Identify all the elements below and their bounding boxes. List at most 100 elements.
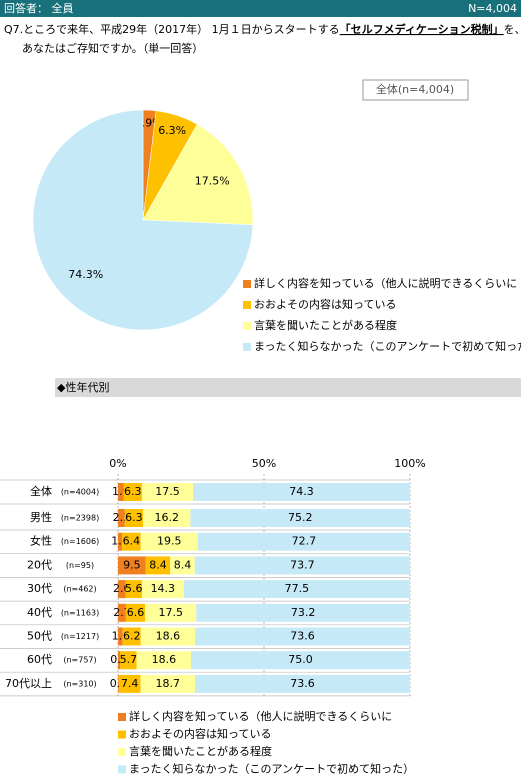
x-tick-label: 0% [109,457,126,470]
bar-value-label: 6.2 [123,630,141,643]
legend-label: 言葉を聞いたことがある程度 [254,318,397,332]
bar-segment [118,580,126,599]
bar-value-label: 73.6 [290,677,315,690]
header-bar [0,0,521,17]
bar-value-label: 6.4 [123,535,141,548]
pie-label: 全体(n=4,004) [376,82,454,96]
bar-segment [123,483,142,501]
question-suffix: を、 [504,23,521,36]
pie-slice [142,123,254,226]
legend-label: まったく知らなかった（このアンケートで初めて知った） [254,339,521,353]
row-label: 50代 [27,630,52,643]
bar-value-label: 8.4 [174,558,192,571]
bar-segment [140,674,196,693]
legend-label: 詳しく内容を知っている（他人に説明できるくらいに [129,709,392,723]
bar-value-label: 16.2 [155,511,180,524]
bar-segment [140,532,198,551]
bar-segment [145,603,197,622]
row-label: 30代 [27,582,52,595]
bar-value-label: 6.3 [125,511,143,524]
bar-segment [118,674,141,693]
legend-label: おおよその内容は知っている [129,727,271,741]
bar-value-label: 19.5 [157,535,182,548]
bar-segment [145,556,171,575]
header-right: N=4,004 [468,2,517,15]
bar-segment [197,532,410,551]
legend-swatch [118,713,126,721]
bar-segment [118,532,123,551]
header-left: 回答者： 全員 [4,1,74,15]
bar-segment [183,580,410,599]
legend-label: 言葉を聞いたことがある程度 [129,744,272,758]
bar-value-label: 5.7 [120,653,138,666]
bar-value-label: 73.7 [290,558,315,571]
bar-value-label: 8.4 [149,558,167,571]
legend-label: まったく知らなかった（このアンケートで初めて知った） [129,762,414,776]
section-title: ◆性年代別 [57,380,109,394]
bar-segment [195,674,410,693]
row-label: 男性 [30,510,52,524]
row-count: (n=95) [66,561,94,570]
row-count: (n=1163) [61,608,99,617]
bar-value-label: 75.0 [288,653,313,666]
bar-segment [141,580,184,599]
bar-segment [118,627,123,646]
bar-segment [125,580,142,599]
bar-segment [194,556,410,575]
bar-segment [193,483,410,501]
bar-value-label: 17.5 [155,485,180,498]
bar-value-label: 18.7 [156,677,181,690]
row-label: 全体 [30,484,52,498]
legend-swatch [118,748,126,756]
bar-value-label: 72.7 [292,535,317,548]
bar-segment [190,509,410,527]
row-label: 70代以上 [5,677,52,690]
bar-value-label: 6.6 [127,606,145,619]
x-tick-label: 50% [252,457,276,470]
bar-segment [124,509,144,527]
row-label: 20代 [27,558,52,571]
legend-label: おおよその内容は知っている [254,297,396,311]
x-tick-label: 100% [394,457,425,470]
section-bar [55,378,521,397]
bar-value-label: 14.3 [151,582,176,595]
bar-segment [122,627,141,646]
pie-value-label: 6.3% [158,124,186,137]
legend-swatch [243,301,251,309]
row-count: (n=310) [63,679,96,688]
legend-swatch [243,280,251,288]
bar-segment [118,483,124,501]
pie-label-box [362,79,469,101]
row-count: (n=757) [63,656,96,665]
row-label: 40代 [27,606,52,619]
bar-segment [125,603,146,622]
row-count: (n=1606) [61,537,99,546]
bar-segment [118,556,146,575]
question-emphasis: 「セルフメディケーション税制」 [340,22,504,36]
bar-value-label: 75.2 [288,511,313,524]
bar-value-label: 18.6 [156,630,181,643]
bar-value-label: 7.4 [121,677,139,690]
question-line2: あなたはご存知ですか。（単一回答） [22,41,203,55]
pie-slice [32,109,254,331]
bar-segment [136,651,191,670]
bar-segment [122,532,141,551]
bar-segment [118,509,125,527]
bar-value-label: 73.6 [290,630,315,643]
question-prefix: Q7.ところで来年、平成29年（2017年） 1月１日からスタートする [4,22,340,36]
row-label: 女性 [30,534,52,548]
pie-value-label: 17.5% [195,175,230,188]
legend-swatch [118,765,126,774]
bar-segment [170,556,195,575]
row-count: (n=2398) [61,514,99,523]
bar-segment [118,674,119,693]
bar-segment [140,627,196,646]
legend-swatch [118,730,126,739]
bar-value-label: 73.2 [291,606,316,619]
pie-value-label: 74.3% [68,268,103,281]
bar-value-label: 17.5 [158,606,183,619]
row-count: (n=462) [63,585,96,594]
row-count: (n=1217) [61,632,99,641]
bar-segment [120,651,137,670]
